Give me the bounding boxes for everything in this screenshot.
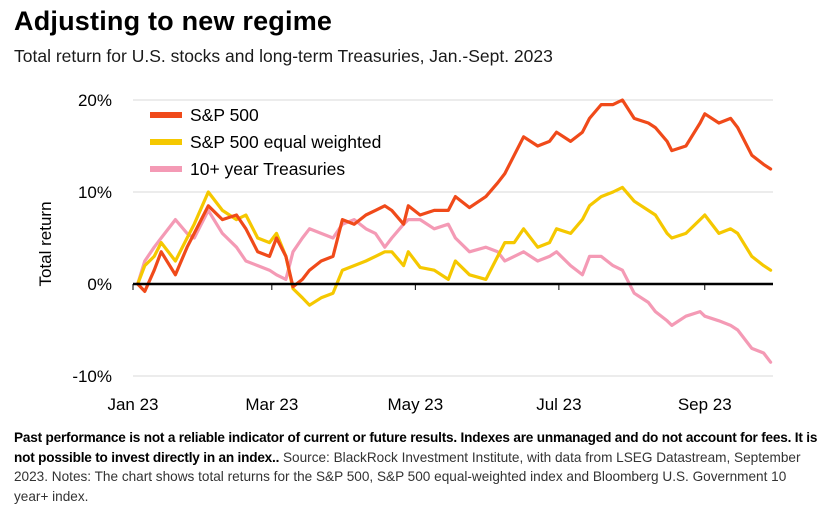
x-tick-label: Sep 23: [678, 395, 732, 414]
series-line: [136, 98, 773, 293]
x-tick-label: Jul 23: [536, 395, 581, 414]
y-tick-label: 0%: [87, 275, 112, 294]
y-tick-label: -10%: [72, 367, 112, 386]
legend: S&P 500 S&P 500 equal weighted 10+ year Tr…: [150, 105, 381, 179]
line-chart: -10% 0% 10% 20% Jan 23 Mar 23 May 23 Jul 23 Sep…: [36, 91, 773, 414]
x-tick-label: Mar 23: [245, 395, 298, 414]
y-tick-label: 10%: [78, 183, 112, 202]
legend-label: S&P 500 equal weighted: [190, 132, 381, 152]
series-layer: [136, 98, 773, 364]
chart-title: Adjusting to new regime: [14, 6, 333, 36]
y-axis-label: Total return: [36, 201, 55, 286]
y-tick-labels: -10% 0% 10% 20%: [72, 91, 112, 386]
zero-axis: [132, 282, 773, 290]
x-tick-labels: Jan 23 Mar 23 May 23 Jul 23 Sep 23: [107, 395, 731, 414]
grid-lines: [133, 99, 773, 377]
x-tick-label: Jan 23: [107, 395, 158, 414]
source-notes-text: Source: BlackRock Investment Institute, …: [14, 449, 801, 504]
x-tick-label: May 23: [387, 395, 443, 414]
legend-label: 10+ year Treasuries: [190, 159, 345, 179]
disclaimer-text: Past performance is not a reliable indic…: [14, 430, 818, 465]
chart-subtitle: Total return for U.S. stocks and long-te…: [14, 46, 553, 66]
series-line: [136, 208, 773, 364]
chart-footnote: Past performance is not a reliable indic…: [14, 428, 822, 506]
series-line: [136, 185, 773, 307]
y-tick-label: 20%: [78, 91, 112, 110]
legend-label: S&P 500: [190, 105, 259, 125]
